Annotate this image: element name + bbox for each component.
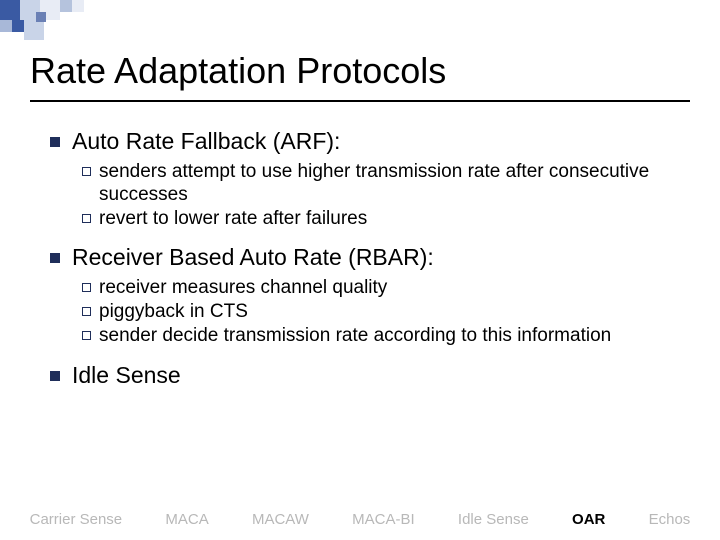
deco-square — [60, 0, 72, 12]
bullet-hollow-icon — [82, 214, 91, 223]
footer-nav: Carrier Sense MACA MACAW MACA-BI Idle Se… — [0, 511, 720, 528]
bullet-hollow-icon — [82, 167, 91, 176]
section-item: senders attempt to use higher transmissi… — [99, 161, 659, 207]
footer-item-oar[interactable]: OAR — [572, 511, 605, 528]
deco-square — [0, 0, 20, 20]
slide-title: Rate Adaptation Protocols — [30, 50, 690, 92]
deco-square — [24, 20, 44, 40]
footer-item-maca-bi[interactable]: MACA-BI — [352, 511, 415, 528]
section-item: revert to lower rate after failures — [99, 208, 367, 231]
footer-item-carrier-sense[interactable]: Carrier Sense — [30, 511, 123, 528]
bullet-solid-icon — [50, 371, 60, 381]
deco-square — [36, 12, 46, 22]
section-item: piggyback in CTS — [99, 301, 248, 324]
section-heading: Auto Rate Fallback (ARF): — [72, 128, 340, 155]
slide-body: Rate Adaptation Protocols Auto Rate Fall… — [0, 0, 720, 389]
bullet-solid-icon — [50, 253, 60, 263]
corner-decoration — [0, 0, 200, 40]
section-item: sender decide transmission rate accordin… — [99, 325, 611, 348]
section-heading: Receiver Based Auto Rate (RBAR): — [72, 244, 434, 271]
section-rbar: Receiver Based Auto Rate (RBAR): receive… — [30, 244, 690, 347]
bullet-hollow-icon — [82, 331, 91, 340]
footer-item-echos[interactable]: Echos — [649, 511, 691, 528]
title-underline — [30, 100, 690, 102]
bullet-hollow-icon — [82, 307, 91, 316]
section-item: receiver measures channel quality — [99, 277, 387, 300]
deco-square — [12, 20, 24, 32]
bullet-solid-icon — [50, 137, 60, 147]
deco-square — [72, 0, 84, 12]
deco-square — [0, 20, 12, 32]
section-arf: Auto Rate Fallback (ARF): senders attemp… — [30, 128, 690, 230]
footer-item-macaw[interactable]: MACAW — [252, 511, 309, 528]
footer-item-idle-sense[interactable]: Idle Sense — [458, 511, 529, 528]
section-heading: Idle Sense — [72, 362, 181, 389]
section-idle-sense: Idle Sense — [30, 362, 690, 389]
bullet-hollow-icon — [82, 283, 91, 292]
footer-item-maca[interactable]: MACA — [165, 511, 208, 528]
